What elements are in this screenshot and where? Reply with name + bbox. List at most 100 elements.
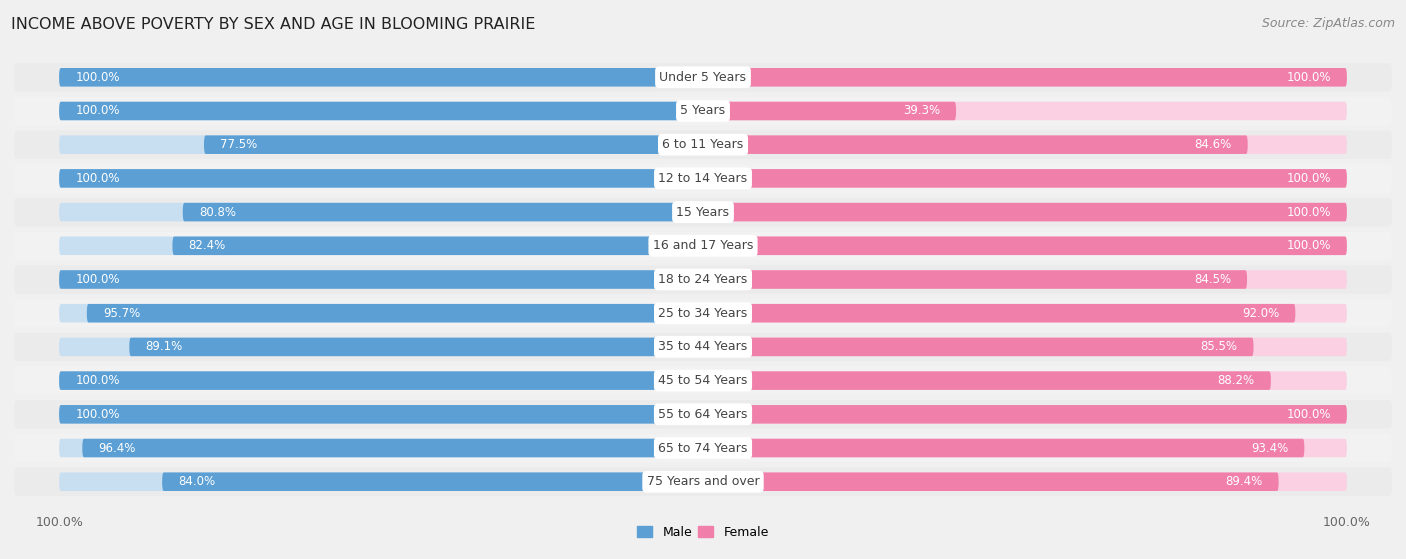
FancyBboxPatch shape <box>703 371 1271 390</box>
FancyBboxPatch shape <box>14 63 1392 92</box>
Text: 80.8%: 80.8% <box>198 206 236 219</box>
FancyBboxPatch shape <box>703 338 1347 356</box>
FancyBboxPatch shape <box>703 304 1295 323</box>
FancyBboxPatch shape <box>59 371 703 390</box>
FancyBboxPatch shape <box>59 405 703 424</box>
FancyBboxPatch shape <box>703 338 1254 356</box>
FancyBboxPatch shape <box>83 439 703 457</box>
Text: 6 to 11 Years: 6 to 11 Years <box>662 138 744 151</box>
Text: 84.5%: 84.5% <box>1194 273 1232 286</box>
Text: 88.2%: 88.2% <box>1218 374 1254 387</box>
FancyBboxPatch shape <box>14 367 1392 395</box>
Text: 77.5%: 77.5% <box>221 138 257 151</box>
Text: 100.0%: 100.0% <box>76 374 120 387</box>
FancyBboxPatch shape <box>59 338 703 356</box>
FancyBboxPatch shape <box>59 270 703 289</box>
FancyBboxPatch shape <box>703 236 1347 255</box>
FancyBboxPatch shape <box>703 203 1347 221</box>
FancyBboxPatch shape <box>703 68 1347 87</box>
FancyBboxPatch shape <box>59 203 703 221</box>
Text: 12 to 14 Years: 12 to 14 Years <box>658 172 748 185</box>
FancyBboxPatch shape <box>14 333 1392 361</box>
Text: 85.5%: 85.5% <box>1201 340 1237 353</box>
FancyBboxPatch shape <box>703 135 1347 154</box>
Text: 15 Years: 15 Years <box>676 206 730 219</box>
Legend: Male, Female: Male, Female <box>633 520 773 544</box>
FancyBboxPatch shape <box>183 203 703 221</box>
FancyBboxPatch shape <box>59 102 703 120</box>
FancyBboxPatch shape <box>703 169 1347 188</box>
Text: 100.0%: 100.0% <box>1286 71 1330 84</box>
FancyBboxPatch shape <box>703 371 1347 390</box>
Text: 100.0%: 100.0% <box>76 172 120 185</box>
FancyBboxPatch shape <box>59 169 703 188</box>
Text: 100.0%: 100.0% <box>1286 172 1330 185</box>
FancyBboxPatch shape <box>14 400 1392 429</box>
FancyBboxPatch shape <box>14 434 1392 462</box>
FancyBboxPatch shape <box>59 405 703 424</box>
FancyBboxPatch shape <box>59 472 703 491</box>
Text: 16 and 17 Years: 16 and 17 Years <box>652 239 754 252</box>
FancyBboxPatch shape <box>703 203 1347 221</box>
FancyBboxPatch shape <box>129 338 703 356</box>
Text: 25 to 34 Years: 25 to 34 Years <box>658 307 748 320</box>
Text: 89.1%: 89.1% <box>145 340 183 353</box>
FancyBboxPatch shape <box>703 135 1247 154</box>
FancyBboxPatch shape <box>59 371 703 390</box>
Text: 18 to 24 Years: 18 to 24 Years <box>658 273 748 286</box>
Text: 75 Years and over: 75 Years and over <box>647 475 759 488</box>
FancyBboxPatch shape <box>703 102 1347 120</box>
Text: 89.4%: 89.4% <box>1225 475 1263 488</box>
Text: 100.0%: 100.0% <box>76 71 120 84</box>
Text: 93.4%: 93.4% <box>1251 442 1288 454</box>
FancyBboxPatch shape <box>59 68 703 87</box>
FancyBboxPatch shape <box>703 68 1347 87</box>
FancyBboxPatch shape <box>59 68 703 87</box>
FancyBboxPatch shape <box>59 135 703 154</box>
FancyBboxPatch shape <box>703 304 1347 323</box>
Text: 100.0%: 100.0% <box>1286 206 1330 219</box>
FancyBboxPatch shape <box>59 102 703 120</box>
FancyBboxPatch shape <box>14 164 1392 192</box>
Text: 100.0%: 100.0% <box>76 273 120 286</box>
FancyBboxPatch shape <box>14 198 1392 226</box>
FancyBboxPatch shape <box>703 439 1305 457</box>
FancyBboxPatch shape <box>59 236 703 255</box>
FancyBboxPatch shape <box>703 270 1247 289</box>
Text: INCOME ABOVE POVERTY BY SEX AND AGE IN BLOOMING PRAIRIE: INCOME ABOVE POVERTY BY SEX AND AGE IN B… <box>11 17 536 32</box>
Text: 95.7%: 95.7% <box>103 307 141 320</box>
FancyBboxPatch shape <box>87 304 703 323</box>
Text: 96.4%: 96.4% <box>98 442 136 454</box>
Text: 100.0%: 100.0% <box>1286 239 1330 252</box>
Text: 5 Years: 5 Years <box>681 105 725 117</box>
FancyBboxPatch shape <box>59 270 703 289</box>
FancyBboxPatch shape <box>173 236 703 255</box>
FancyBboxPatch shape <box>14 231 1392 260</box>
FancyBboxPatch shape <box>59 169 703 188</box>
FancyBboxPatch shape <box>14 266 1392 293</box>
Text: 100.0%: 100.0% <box>76 105 120 117</box>
Text: 65 to 74 Years: 65 to 74 Years <box>658 442 748 454</box>
Text: Source: ZipAtlas.com: Source: ZipAtlas.com <box>1261 17 1395 30</box>
FancyBboxPatch shape <box>703 270 1347 289</box>
FancyBboxPatch shape <box>204 135 703 154</box>
FancyBboxPatch shape <box>59 304 703 323</box>
Text: 35 to 44 Years: 35 to 44 Years <box>658 340 748 353</box>
FancyBboxPatch shape <box>703 102 956 120</box>
FancyBboxPatch shape <box>14 97 1392 125</box>
FancyBboxPatch shape <box>14 299 1392 328</box>
Text: Under 5 Years: Under 5 Years <box>659 71 747 84</box>
FancyBboxPatch shape <box>703 405 1347 424</box>
Text: 92.0%: 92.0% <box>1241 307 1279 320</box>
Text: 100.0%: 100.0% <box>1286 408 1330 421</box>
FancyBboxPatch shape <box>703 472 1278 491</box>
Text: 84.0%: 84.0% <box>179 475 215 488</box>
FancyBboxPatch shape <box>703 439 1347 457</box>
Text: 100.0%: 100.0% <box>76 408 120 421</box>
FancyBboxPatch shape <box>59 439 703 457</box>
Text: 84.6%: 84.6% <box>1194 138 1232 151</box>
FancyBboxPatch shape <box>703 236 1347 255</box>
FancyBboxPatch shape <box>703 472 1347 491</box>
Text: 55 to 64 Years: 55 to 64 Years <box>658 408 748 421</box>
FancyBboxPatch shape <box>162 472 703 491</box>
